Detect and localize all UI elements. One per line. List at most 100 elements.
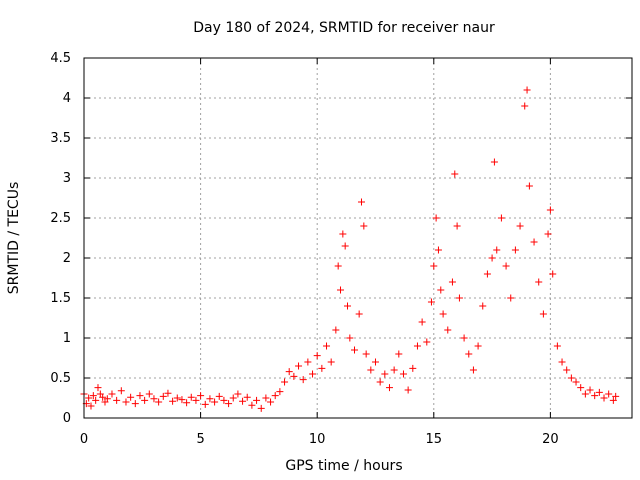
data-point [586,386,594,394]
data-point [197,392,205,400]
data-point [516,222,524,230]
data-point [381,370,389,378]
data-point [439,310,447,318]
data-point [558,358,566,366]
data-point [605,390,613,398]
y-tick-label: 4 [63,91,71,106]
y-tick-label: 1.5 [50,291,71,306]
data-point [290,372,298,380]
data-point [337,286,345,294]
data-point [113,396,121,404]
data-point [362,350,370,358]
data-point [367,366,375,374]
data-point [257,404,265,412]
y-tick-label: 4.5 [50,51,71,66]
data-point [234,390,242,398]
data-point [600,394,608,402]
data-point [469,366,477,374]
data-point [437,286,445,294]
data-point [313,352,321,360]
data-point [497,214,505,222]
data-point [267,398,275,406]
data-point [511,246,519,254]
data-point [451,170,459,178]
data-point [390,366,398,374]
data-point [206,395,214,403]
data-point [108,390,116,398]
data-point [318,364,326,372]
data-point [360,222,368,230]
data-point [341,242,349,250]
data-point [423,338,431,346]
data-point [295,362,303,370]
data-point [299,376,307,384]
data-point [490,158,498,166]
data-point [225,400,233,408]
data-point [453,222,461,230]
data-point [150,395,158,403]
data-point [339,230,347,238]
data-point [488,254,496,262]
x-tick-label: 0 [80,432,88,447]
data-point [215,392,223,400]
data-point [187,393,195,401]
data-point [479,302,487,310]
data-point [530,238,538,246]
y-tick-label: 3.5 [50,131,71,146]
x-tick-label: 15 [426,432,443,447]
data-point [539,310,547,318]
data-point [276,388,284,396]
data-point [334,262,342,270]
y-tick-label: 2.5 [50,211,71,226]
data-point [220,396,228,404]
data-point [192,396,200,404]
x-tick-label: 20 [542,432,559,447]
data-point [183,399,191,407]
data-point [427,298,435,306]
data-point [159,392,167,400]
data-point [595,388,603,396]
data-point [612,392,620,400]
data-point [371,358,379,366]
data-point [127,393,135,401]
data-point [572,378,580,386]
data-point [145,390,153,398]
grid-lines [84,58,632,418]
data-point [591,392,599,400]
data-point [395,350,403,358]
data-point [169,397,177,405]
data-point [430,262,438,270]
data-point [164,389,172,397]
chart-title: Day 180 of 2024, SRMTID for receiver nau… [193,20,495,36]
data-point [448,278,456,286]
y-tick-label: 2 [63,251,71,266]
data-point [87,402,95,410]
data-point [409,364,417,372]
data-point [577,384,585,392]
data-point [404,386,412,394]
data-point [309,370,317,378]
data-point [243,393,251,401]
data-point [332,326,340,334]
data-points [80,86,620,412]
data-point [502,262,510,270]
data-point [521,102,529,110]
data-point [474,342,482,350]
data-point [399,370,407,378]
data-point [103,395,111,403]
data-point [549,270,557,278]
data-point [455,294,463,302]
data-point [201,400,209,408]
data-point [546,206,554,214]
data-point [376,378,384,386]
data-point [434,246,442,254]
data-point [94,384,102,392]
data-point [432,214,440,222]
data-point [346,334,354,342]
data-point [355,310,363,318]
data-point [553,342,561,350]
data-point [136,392,144,400]
data-point [567,374,575,382]
data-point [418,318,426,326]
